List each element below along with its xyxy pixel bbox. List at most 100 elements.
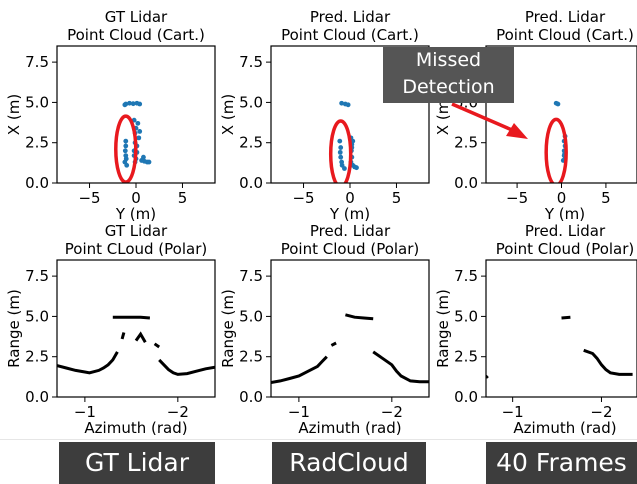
chart-title-line-2: Point Cloud (Polar): [281, 240, 420, 258]
data-point: [127, 100, 132, 106]
axes-frame: [485, 259, 637, 398]
data-point: [339, 100, 345, 106]
data-point: [146, 159, 152, 165]
y-axis-label: Range (m): [219, 289, 237, 368]
data-point: [342, 166, 347, 171]
y-axis-label: X (m): [434, 94, 452, 135]
axes-frame: [270, 259, 430, 398]
chart-title-line-1: Pred. Lidar: [525, 8, 606, 26]
x-tick-label: −2: [381, 403, 403, 421]
data-point: [123, 143, 129, 149]
y-axis-label: Range (m): [434, 289, 452, 368]
data-series-line: [561, 315, 571, 320]
y-tick-label: 0.0: [454, 174, 478, 192]
x-tick-label: 5: [601, 189, 611, 207]
data-series-line: [120, 332, 126, 340]
data-layer-4: [271, 313, 429, 384]
y-tick-label: 2.5: [454, 134, 478, 152]
y-tick-label: 7.5: [239, 267, 263, 285]
chart-title-line-1: GT Lidar: [105, 222, 168, 240]
x-tick-label: 0: [345, 189, 355, 207]
x-tick-label: −2: [167, 403, 189, 421]
x-axis-label: Azimuth (rad): [513, 419, 616, 437]
chart-title-line-1: Pred. Lidar: [525, 222, 606, 240]
separator-line: [0, 439, 637, 440]
x-axis-label: Azimuth (rad): [84, 419, 187, 437]
x-tick-label: 5: [392, 189, 402, 207]
y-axis-label: X (m): [219, 94, 237, 135]
callout-arrow-line: [451, 102, 513, 132]
data-series-line: [345, 313, 374, 321]
chart-title-line-2: Point Cloud (Cart.): [281, 26, 419, 44]
caption-gt-lidar: GT Lidar: [59, 442, 215, 484]
x-axis-label: Y (m): [329, 205, 370, 223]
callout-arrow-head: [506, 123, 528, 139]
data-point: [555, 101, 561, 107]
data-series-line: [153, 342, 161, 349]
data-layer-0: [114, 100, 152, 183]
caption-radcloud: RadCloud: [272, 442, 426, 484]
highlight-ellipse: [328, 119, 353, 183]
y-tick-label: 2.5: [25, 348, 49, 366]
y-tick-label: 0.0: [25, 174, 49, 192]
data-point: [124, 162, 130, 168]
data-point: [130, 101, 136, 107]
chart-panel-5: [481, 259, 637, 402]
data-point: [137, 129, 143, 134]
data-point: [338, 154, 344, 160]
chart-title-line-2: Point Cloud (Polar): [496, 240, 635, 258]
y-tick-label: 7.5: [25, 53, 49, 71]
data-series-line: [158, 358, 215, 376]
x-tick-label: −5: [78, 189, 100, 207]
data-point: [122, 148, 128, 154]
callout-line-2: Detection: [402, 76, 495, 98]
data-point: [338, 145, 344, 150]
data-series-line: [372, 350, 429, 384]
data-point: [136, 135, 142, 141]
data-layer-2: [544, 100, 568, 183]
data-series-line: [57, 351, 119, 375]
y-tick-label: 5.0: [25, 93, 49, 111]
data-layer-5: [486, 315, 633, 379]
chart-title-line-1: Pred. Lidar: [310, 8, 391, 26]
data-layer-1: [328, 100, 359, 183]
x-tick-label: −5: [506, 189, 528, 207]
x-tick-label: −2: [590, 403, 612, 421]
x-tick-label: 0: [557, 189, 567, 207]
data-series-line: [112, 315, 151, 320]
chart-panel-4: [266, 259, 430, 402]
y-tick-label: 2.5: [239, 348, 263, 366]
highlight-ellipse: [544, 117, 568, 183]
data-point: [345, 102, 351, 108]
chart-title-line-2: Point Cloud (Cart.): [67, 26, 205, 44]
x-tick-label: −1: [74, 403, 96, 421]
y-tick-label: 7.5: [25, 267, 49, 285]
chart-panel-3: [52, 259, 216, 402]
y-tick-label: 0.0: [25, 388, 49, 406]
data-series-line: [271, 355, 328, 384]
data-point: [354, 165, 359, 171]
x-tick-label: −5: [292, 189, 314, 207]
chart-title-line-1: GT Lidar: [105, 8, 168, 26]
y-tick-label: 5.0: [454, 307, 478, 325]
data-series-line: [330, 341, 337, 347]
chart-panel-1: [266, 45, 430, 188]
y-tick-label: 2.5: [454, 348, 478, 366]
missed-detection-callout: Missed Detection: [383, 47, 514, 103]
y-tick-label: 5.0: [239, 93, 263, 111]
callout-line-1: Missed: [415, 49, 482, 71]
data-point: [141, 154, 146, 160]
x-axis-label: Azimuth (rad): [298, 419, 401, 437]
y-tick-label: 0.0: [454, 388, 478, 406]
data-series-line: [583, 348, 633, 376]
x-axis-label: Y (m): [115, 205, 156, 223]
y-tick-label: 5.0: [239, 307, 263, 325]
highlight-ellipse: [114, 114, 138, 183]
x-tick-label: 5: [178, 189, 188, 207]
chart-panel-2: [481, 45, 637, 188]
data-series-line: [134, 331, 147, 343]
chart-title-line-1: Pred. Lidar: [310, 222, 391, 240]
y-tick-label: 0.0: [239, 174, 263, 192]
data-point: [135, 120, 141, 126]
